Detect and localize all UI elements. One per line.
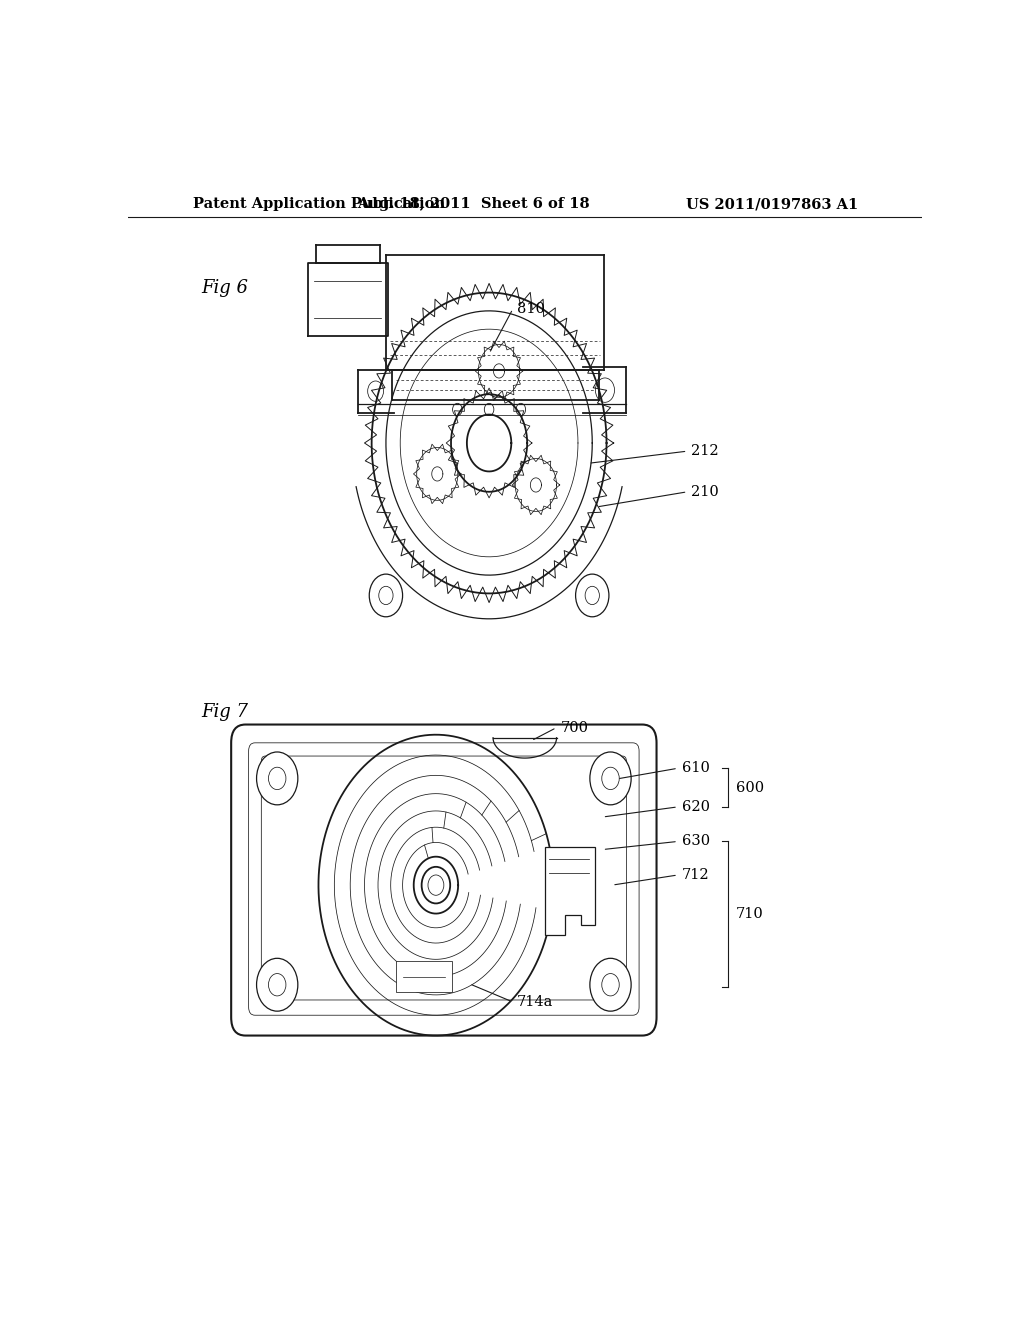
Text: 610: 610 — [682, 762, 710, 775]
Text: Patent Application Publication: Patent Application Publication — [194, 197, 445, 211]
Text: 620: 620 — [682, 800, 710, 814]
Circle shape — [590, 752, 631, 805]
Circle shape — [268, 974, 286, 995]
Circle shape — [428, 875, 443, 895]
Circle shape — [484, 404, 494, 416]
Circle shape — [268, 767, 286, 789]
Circle shape — [595, 378, 614, 403]
Text: 600: 600 — [736, 780, 764, 795]
Text: Fig 6: Fig 6 — [201, 280, 248, 297]
Text: 210: 210 — [691, 484, 719, 499]
Circle shape — [257, 752, 298, 805]
Circle shape — [257, 958, 298, 1011]
Text: 710: 710 — [736, 907, 764, 921]
Text: 700: 700 — [560, 721, 589, 735]
Text: 630: 630 — [682, 834, 710, 849]
Circle shape — [422, 867, 451, 903]
Text: 714a: 714a — [517, 995, 553, 1008]
Circle shape — [453, 404, 462, 416]
Circle shape — [602, 974, 620, 995]
Circle shape — [516, 404, 525, 416]
Text: Fig 7: Fig 7 — [201, 704, 248, 721]
Text: 810: 810 — [517, 302, 545, 315]
Circle shape — [379, 586, 393, 605]
Circle shape — [575, 574, 609, 616]
Text: 712: 712 — [682, 869, 710, 882]
FancyBboxPatch shape — [231, 725, 656, 1036]
Polygon shape — [396, 961, 452, 991]
Circle shape — [585, 586, 599, 605]
Circle shape — [590, 958, 631, 1011]
Text: 212: 212 — [691, 444, 719, 458]
Text: Aug. 18, 2011  Sheet 6 of 18: Aug. 18, 2011 Sheet 6 of 18 — [357, 197, 590, 211]
Polygon shape — [546, 847, 595, 935]
Circle shape — [370, 574, 402, 616]
Text: US 2011/0197863 A1: US 2011/0197863 A1 — [686, 197, 858, 211]
Circle shape — [602, 767, 620, 789]
Circle shape — [368, 381, 384, 401]
